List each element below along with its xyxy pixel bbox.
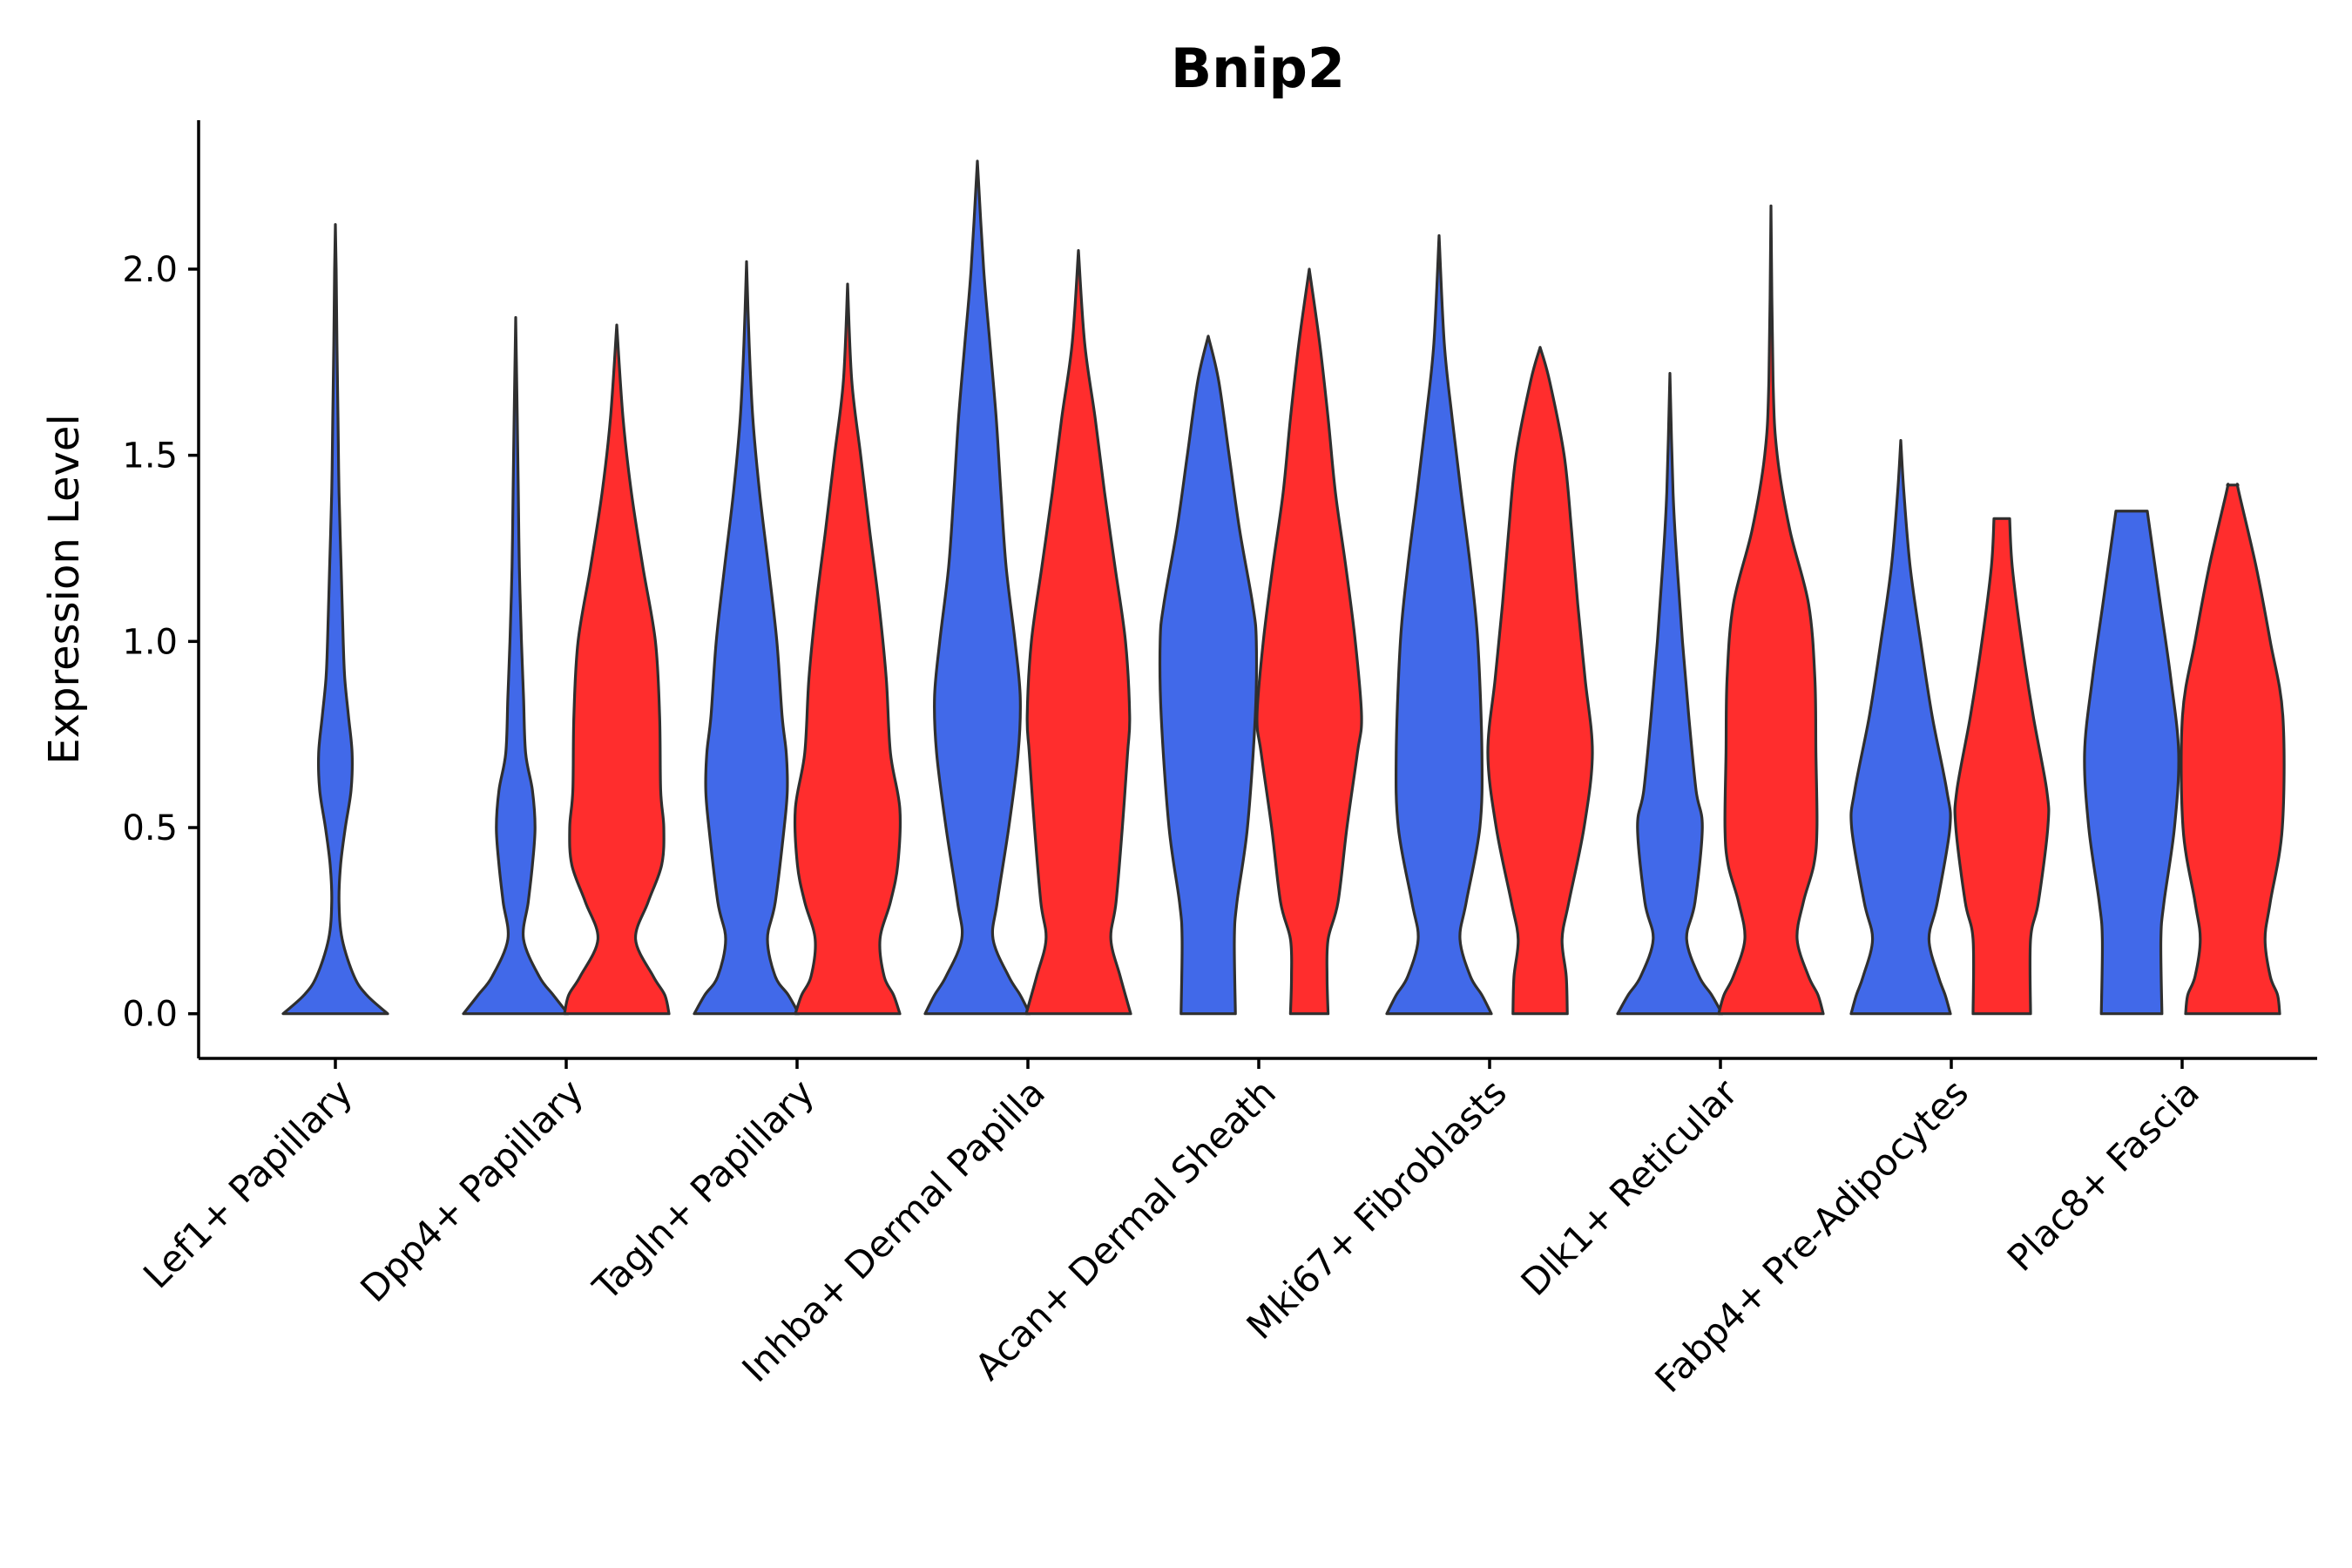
violin-blue-5	[1385, 233, 1493, 1016]
x-tick-label: Lef1+ Papillary	[135, 1071, 361, 1296]
x-tick-label: Plac8+ Fascia	[1999, 1071, 2207, 1279]
violin-red-1	[563, 323, 671, 1016]
violin-blue-7	[1849, 438, 1952, 1016]
y-tick-label: 1.0	[122, 622, 178, 662]
violin-blue-2	[693, 260, 801, 1016]
y-tick-label: 1.5	[122, 436, 178, 476]
violin-red-3	[1024, 248, 1132, 1016]
x-tick-label: Dpp4+ Papillary	[352, 1071, 591, 1310]
y-tick-label: 0.0	[122, 995, 178, 1035]
violin-layer	[281, 159, 2286, 1016]
y-tick-label: 2.0	[122, 250, 178, 290]
violin-red-4	[1255, 267, 1363, 1016]
x-tick-label: Tagln+ Papillary	[585, 1071, 822, 1308]
violin-red-2	[793, 282, 902, 1016]
violin-blue-1	[462, 315, 570, 1016]
x-tick-label: Mki67+ Fibroblasts	[1239, 1071, 1515, 1347]
violin-blue-3	[923, 159, 1031, 1016]
violin-blue-6	[1616, 372, 1724, 1016]
violin-red-5	[1486, 346, 1594, 1016]
chart-title: Bnip2	[1171, 37, 1345, 100]
violin-blue-8	[2083, 510, 2180, 1016]
y-axis-label: Expression Level	[40, 414, 89, 765]
violin-red-8	[2180, 483, 2286, 1016]
violin-red-6	[1717, 204, 1825, 1016]
violin-red-7	[1953, 517, 2051, 1016]
y-tick-label: 0.5	[122, 808, 178, 848]
violin-blue-0	[281, 223, 389, 1016]
violin-blue-4	[1158, 335, 1259, 1016]
x-tick-label: Dlk1+ Reticular	[1513, 1071, 1747, 1304]
